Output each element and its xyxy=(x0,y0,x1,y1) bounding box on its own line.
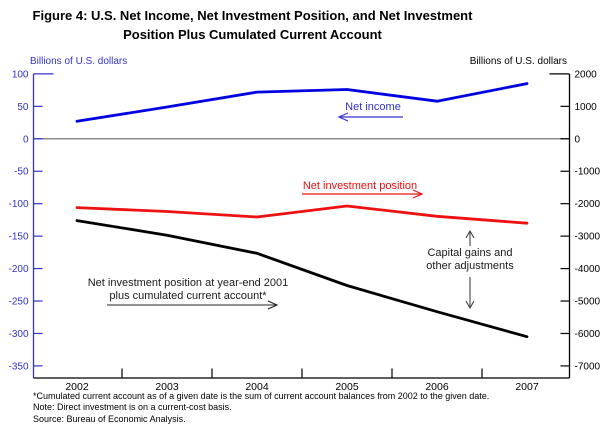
right-axis-tick-label: 1000 xyxy=(575,102,598,113)
figure-title: Figure 4: U.S. Net Income, Net Investmen… xyxy=(0,7,505,44)
right-arrow-icon xyxy=(302,189,424,199)
net-investment-position-label: Net investment position xyxy=(302,180,418,192)
figure-title-line2: Position Plus Cumulated Current Account xyxy=(123,26,382,42)
net-income-label: Net income xyxy=(345,101,401,113)
left-axis-tick-label: -250 xyxy=(8,297,28,308)
left-axis-tick-label: -300 xyxy=(8,329,28,340)
left-axis-tick-label: -200 xyxy=(8,264,28,275)
footnotes: *Cumulated current account as of a given… xyxy=(33,391,489,425)
series-line-net-investment-position-at-year-end-2001 xyxy=(75,219,529,339)
right-axis-caption: Billions of U.S. dollars xyxy=(469,56,567,67)
footnote-cumulated: *Cumulated current account as of a given… xyxy=(33,391,490,401)
x-axis-year-label: 2002 xyxy=(65,381,89,393)
right-axis-tick-label: -5000 xyxy=(575,297,600,308)
x-axis-year-label: 2004 xyxy=(245,381,269,393)
cumulated-account-label-line2: plus cumulated current account* xyxy=(109,290,267,302)
right-axis-tick-label: 2000 xyxy=(575,69,598,80)
left-axis-tick-label: 100 xyxy=(12,69,29,80)
left-axis-tick-label: -350 xyxy=(8,361,28,372)
footnote-source: Source: Bureau of Economic Analysis. xyxy=(33,413,186,424)
series-line-net-investment-position xyxy=(75,204,529,225)
x-axis-year-label: 2005 xyxy=(335,381,359,393)
up-arrow-icon xyxy=(465,229,475,246)
capital-gains-label-line1: Capital gains and xyxy=(427,247,513,259)
right-axis-tick-label: -6000 xyxy=(575,329,600,340)
right-axis-tick-label: -1000 xyxy=(575,167,600,178)
down-arrow-icon xyxy=(465,277,475,310)
right-axis-tick-label: -4000 xyxy=(575,264,600,275)
series-line-net-income xyxy=(75,82,529,123)
left-arrow-icon xyxy=(337,112,403,122)
left-axis-tick-label: -150 xyxy=(8,232,28,243)
right-axis-tick-label: -2000 xyxy=(575,199,600,210)
cumulated-account-label-line1: Net investment position at year-end 2001 xyxy=(87,277,289,289)
x-axis-year-label: 2007 xyxy=(515,381,539,393)
right-axis-tick-label: 0 xyxy=(575,134,581,145)
x-axis-year-label: 2003 xyxy=(155,381,179,393)
right-arrow-icon xyxy=(107,300,279,310)
right-axis-tick-label: -7000 xyxy=(575,361,600,372)
x-axis-year-label: 2006 xyxy=(425,381,449,393)
right-axis-tick-label: -3000 xyxy=(575,232,600,243)
footnote-note: Note: Direct investment is on a current-… xyxy=(33,402,232,413)
left-axis-caption: Billions of U.S. dollars xyxy=(30,56,128,67)
capital-gains-label-line2: other adjustments xyxy=(426,260,514,272)
left-axis-tick-label: -100 xyxy=(8,199,28,210)
left-axis-tick-label: 50 xyxy=(17,102,29,113)
left-axis-tick-label: 0 xyxy=(23,134,29,145)
left-axis-tick-label: -50 xyxy=(14,167,29,178)
figure-title-line1: Figure 4: U.S. Net Income, Net Investmen… xyxy=(32,8,473,23)
